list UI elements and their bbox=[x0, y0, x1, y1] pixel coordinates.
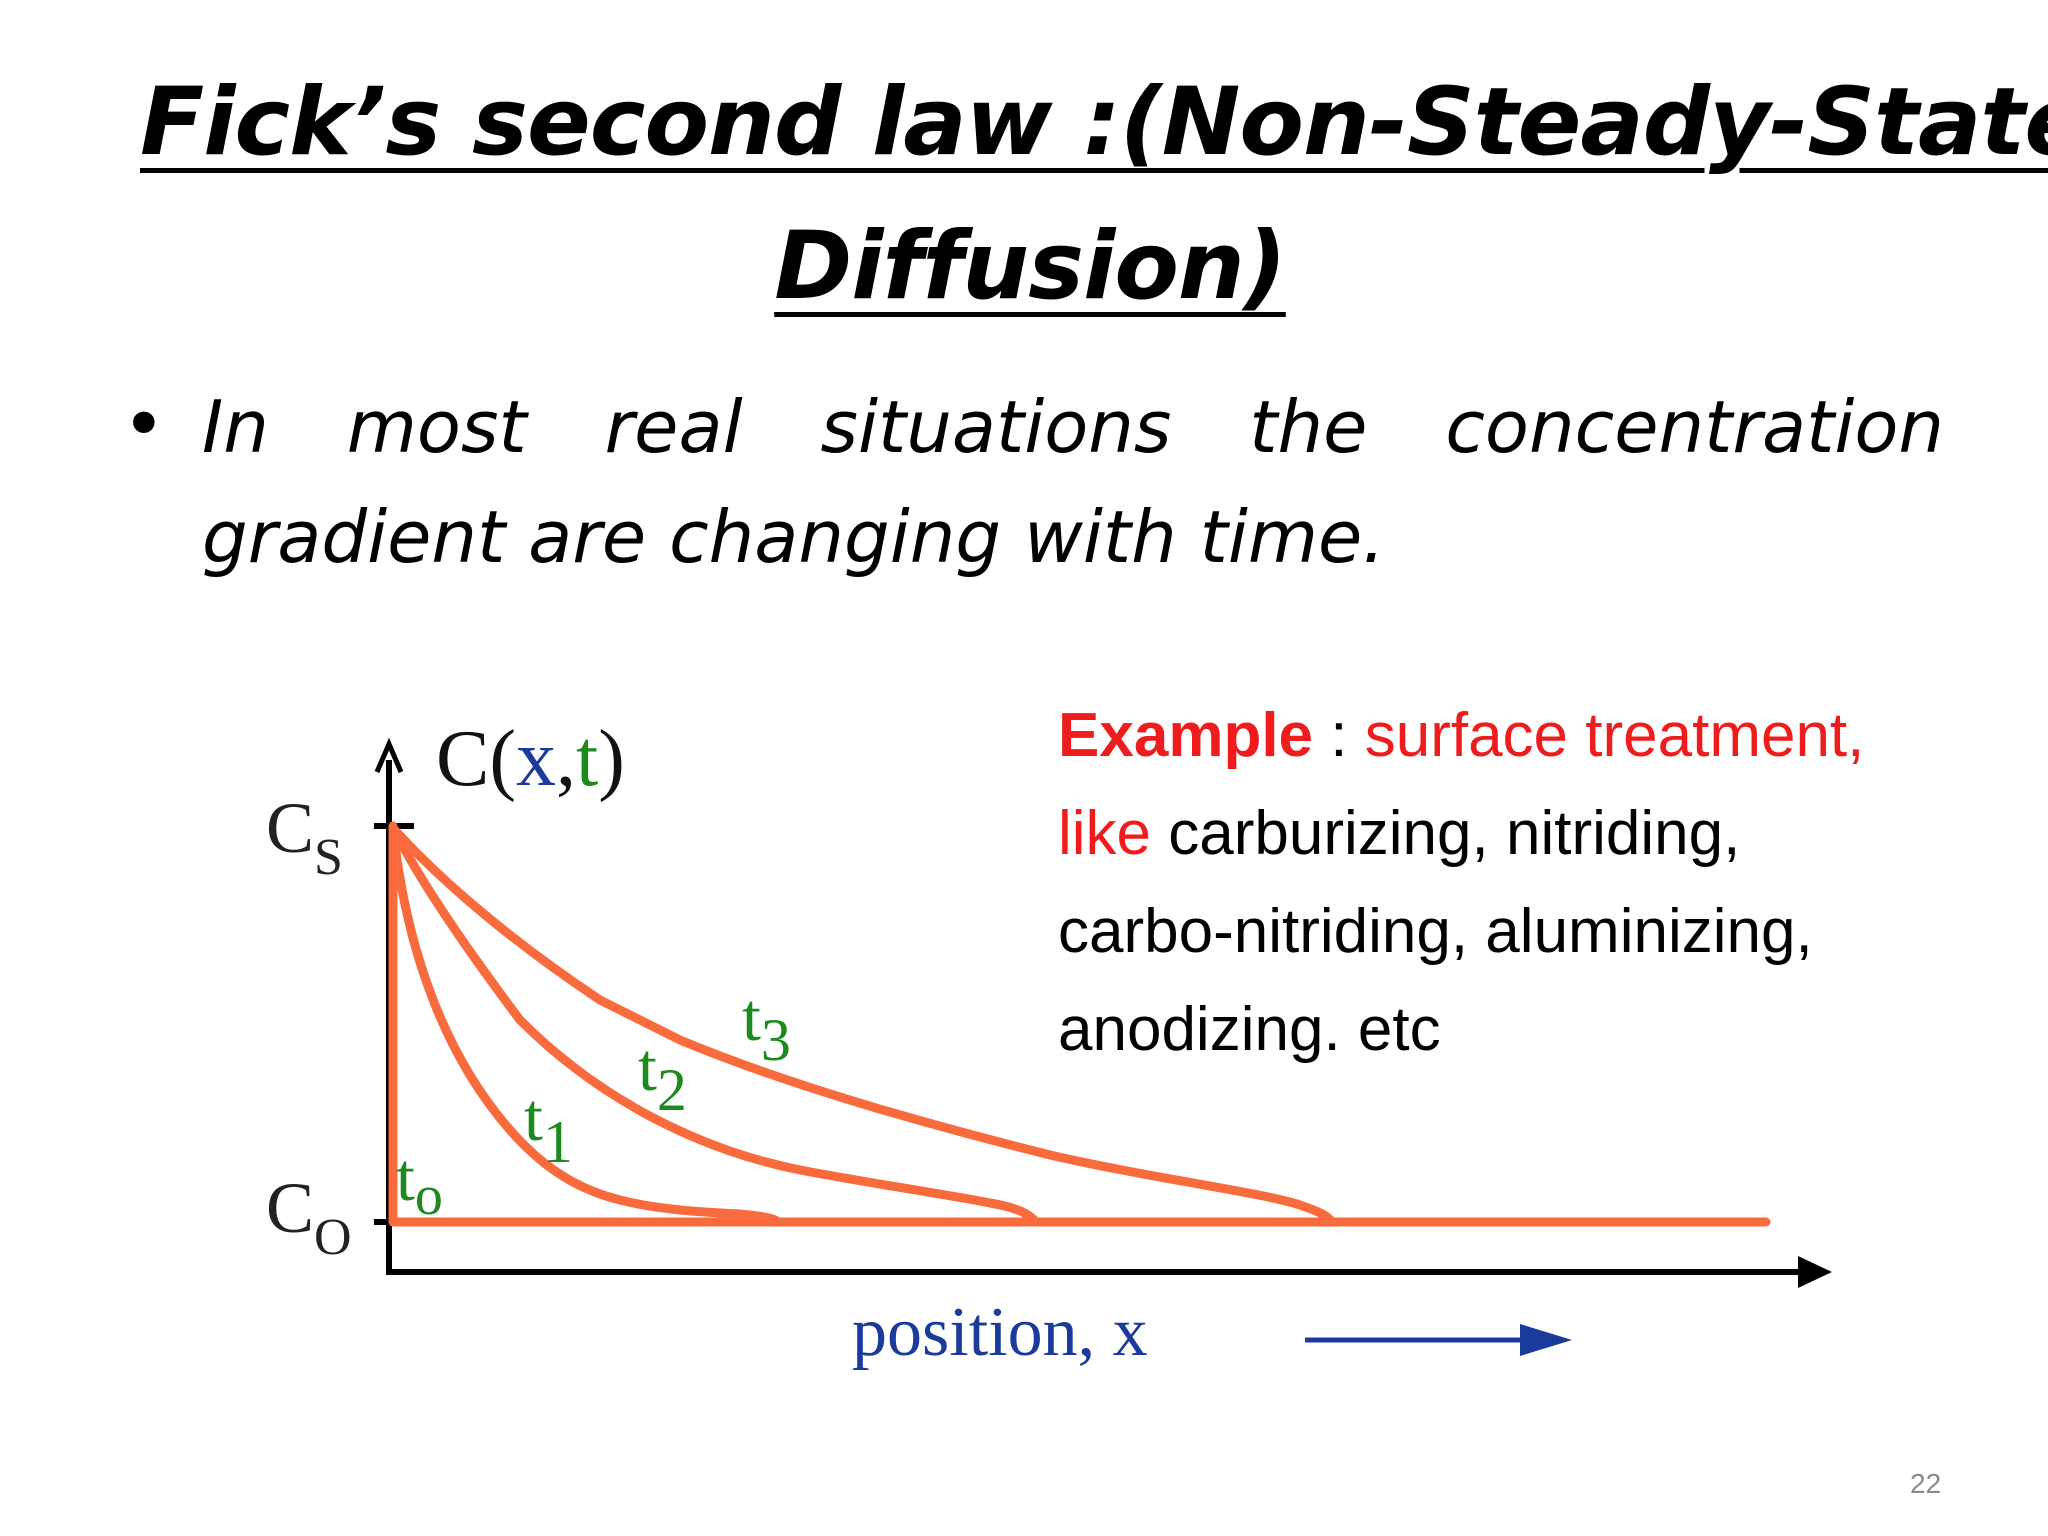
curve-t2 bbox=[388, 823, 1041, 1227]
curve-label-t0: to bbox=[396, 1139, 443, 1227]
slide-title-line-1: Fick’s second law :(Non-Steady-State bbox=[140, 68, 2048, 177]
curve-label-t3: t3 bbox=[742, 979, 791, 1073]
curve-label-t2: t2 bbox=[638, 1029, 687, 1123]
bullet-text-line-1: In most real situations the concentratio… bbox=[202, 385, 1944, 469]
curve-t1 bbox=[388, 823, 783, 1227]
y-axis-arrowhead-icon bbox=[374, 737, 404, 773]
page-number: 22 bbox=[1910, 1468, 1942, 1499]
example-line-2: like carburizing, nitriding, bbox=[1058, 798, 1740, 869]
example-line-2-text: carburizing, nitriding, bbox=[1151, 799, 1741, 868]
bullet-text-line-2: gradient are changing with time. bbox=[202, 495, 1386, 579]
y-axis-label: C(x,t) bbox=[436, 715, 625, 803]
example-line-1-text: surface treatment, bbox=[1364, 701, 1865, 770]
example-line-3: carbo-nitriding, aluminizing, bbox=[1058, 897, 1813, 966]
x-axis-arrowhead-icon bbox=[1798, 1256, 1832, 1288]
slide-title-line-2: Diffusion) bbox=[774, 212, 1287, 321]
example-like: like bbox=[1058, 799, 1152, 868]
example-line-1: Example : surface treatment, bbox=[1058, 700, 1864, 771]
co-label: CO bbox=[266, 1168, 352, 1266]
example-separator: : bbox=[1313, 701, 1365, 770]
position-arrow-icon bbox=[1520, 1324, 1572, 1356]
example-line-4: anodizing. etc bbox=[1058, 995, 1441, 1064]
cs-label: CS bbox=[266, 788, 343, 886]
example-heading: Example bbox=[1058, 701, 1314, 770]
bullet-dot-icon: • bbox=[122, 382, 166, 468]
curve-t3 bbox=[388, 823, 1337, 1227]
curve-label-t1: t1 bbox=[524, 1079, 573, 1175]
x-axis-label: position, x bbox=[852, 1294, 1148, 1371]
